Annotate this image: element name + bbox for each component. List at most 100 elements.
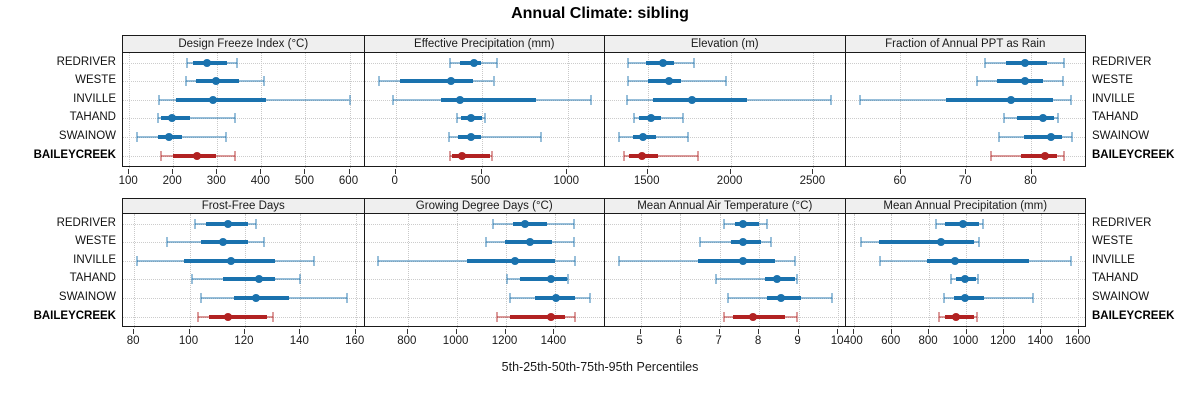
axis-tick-label: 200	[162, 174, 182, 187]
whisker-cap-left	[185, 76, 188, 87]
iqr-bar	[222, 277, 276, 282]
median-dot	[647, 114, 655, 123]
row-gridline	[605, 62, 845, 64]
whisker-cap-left	[627, 76, 630, 87]
row-gridline	[364, 223, 604, 225]
gridline-vertical	[680, 214, 682, 328]
panel-mean-annual-precipitation-mm: Mean Annual Precipitation (mm)	[844, 199, 1085, 328]
gridline-vertical	[928, 214, 930, 328]
median-dot	[960, 275, 969, 284]
panel-strip: Mean Annual Precipitation (mm)	[845, 199, 1085, 214]
row-label-right-swainow: SWAINOW	[1092, 290, 1150, 303]
iqr-bar	[953, 295, 984, 300]
axis-tick-label: 1200	[491, 334, 518, 347]
iqr-bar	[513, 221, 547, 226]
axis-tick	[299, 328, 301, 334]
axis-tick	[455, 328, 457, 334]
median-dot	[252, 293, 260, 302]
row-gridline	[845, 81, 1085, 83]
median-dot	[447, 77, 456, 86]
gridline-vertical	[730, 53, 732, 168]
axis-tick-label: 2000	[716, 174, 743, 187]
axis-tick-label: 10	[830, 334, 844, 347]
gridline-vertical	[1031, 53, 1032, 168]
panel-strip: Design Freeze Index (°C)	[123, 36, 364, 53]
median-dot	[211, 77, 220, 86]
gridline-vertical	[838, 214, 840, 328]
gridline-vertical	[798, 214, 800, 328]
whisker-cap-right	[483, 113, 486, 124]
median-dot	[218, 238, 227, 247]
axis-tick	[1030, 168, 1032, 174]
median-dot	[749, 312, 758, 321]
axis-tick	[348, 168, 350, 174]
whisker-cap-left	[455, 113, 458, 124]
median-dot	[739, 219, 748, 228]
median-dot	[164, 132, 173, 141]
whisker-cap-right	[234, 150, 237, 161]
panel-title: Effective Precipitation (mm)	[414, 38, 555, 50]
row-label-right-tahand: TAHAND	[1092, 111, 1139, 124]
row-gridline	[364, 136, 604, 138]
row-gridline	[123, 81, 364, 83]
gridline-vertical	[173, 53, 175, 168]
iqr-bar	[697, 258, 775, 263]
axis-tick	[394, 168, 396, 174]
panel-title: Growing Degree Days (°C)	[415, 200, 553, 212]
axis-tick	[679, 328, 681, 334]
median-dot	[959, 219, 968, 228]
whisker-cap-right	[766, 218, 768, 229]
gridline-vertical	[719, 214, 721, 328]
whisker-cap-left	[858, 94, 861, 105]
panel-group-bottom: Frost-Free Days Growing Degree Days (°C) M…	[122, 198, 1086, 328]
axis-tick	[553, 328, 555, 334]
gridline-vertical	[759, 214, 761, 328]
median-dot	[208, 95, 217, 104]
whisker-cap-left	[617, 255, 620, 266]
gridline-vertical	[244, 214, 246, 328]
whisker-cap-right	[263, 237, 266, 248]
axis-tick-label: 1000	[952, 334, 979, 347]
panel-strip: Mean Annual Air Temperature (°C)	[605, 199, 845, 214]
axis-tick	[853, 328, 855, 334]
whisker-cap-right	[793, 255, 796, 266]
whisker-cap-right	[977, 274, 980, 285]
panel-effective-precipitation-mm: Effective Precipitation (mm)	[363, 36, 604, 168]
whisker-cap-right	[233, 113, 236, 124]
whisker-cap-right	[491, 150, 494, 161]
panel-elevation-m: Elevation (m)	[604, 36, 845, 168]
whisker-cap-right	[692, 57, 695, 68]
whisker-cap-left	[632, 113, 635, 124]
axis-tick-label: 80	[1024, 174, 1037, 187]
row-label-left-tahand: TAHAND	[69, 111, 116, 124]
axis-tick-label: 2500	[799, 174, 826, 187]
whisker-cap-left	[191, 274, 194, 285]
axis-tick-label: 100	[178, 334, 199, 347]
whisker-cap-left	[508, 292, 511, 303]
panel-growing-degree-days-c: Growing Degree Days (°C)	[363, 199, 604, 328]
axis-tick-label: 400	[843, 334, 863, 347]
whisker-cap-right	[573, 237, 575, 248]
whisker-line	[448, 135, 542, 138]
median-dot	[466, 132, 475, 141]
gridline-vertical	[966, 214, 967, 328]
whisker-cap-right	[590, 94, 593, 105]
median-dot	[224, 312, 233, 321]
whisker-cap-right	[236, 57, 239, 68]
whisker-cap-left	[949, 274, 952, 285]
row-gridline	[845, 136, 1085, 138]
gridline-vertical	[129, 53, 131, 168]
axis-tick-label: 500	[470, 174, 491, 187]
axis-tick-label: 1400	[540, 334, 567, 347]
gridline-vertical	[349, 53, 351, 168]
row-gridline	[364, 118, 604, 120]
whisker-cap-right	[687, 131, 690, 142]
whisker-cap-right	[299, 274, 302, 285]
whisker-cap-left	[496, 311, 499, 322]
axis-tick-label: 500	[294, 174, 314, 187]
row-gridline	[605, 118, 845, 120]
panel-frost-free-days: Frost-Free Days	[123, 199, 364, 328]
axis-tick	[1040, 328, 1042, 334]
row-gridline	[605, 155, 845, 157]
gridline-vertical	[261, 53, 263, 168]
